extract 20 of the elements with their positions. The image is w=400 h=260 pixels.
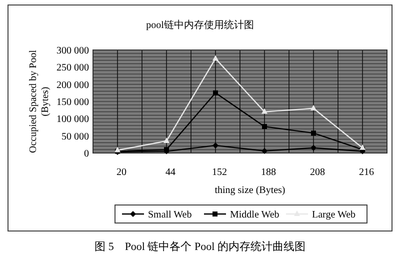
x-tick-label: 44 <box>166 167 176 178</box>
legend-label: Large Web <box>312 210 356 220</box>
x-tick-label: 208 <box>310 167 325 178</box>
caption: 图 5 Pool 链中各个 Pool 的内存统计曲线图 <box>94 240 306 253</box>
x-tick-label: 152 <box>212 167 227 178</box>
legend-label: Middle Web <box>230 210 280 220</box>
x-tick-label: 20 <box>116 167 126 178</box>
chart-title: pool链中内存使用统计图 <box>146 19 254 31</box>
y-tick-label: 50 000 <box>62 131 89 142</box>
x-tick-label: 188 <box>261 167 276 178</box>
y-tick-label: 100 000 <box>56 114 89 126</box>
y-tick-label: 200 000 <box>56 80 89 91</box>
x-axis-title: thing size (Bytes) <box>214 185 286 196</box>
y-tick-label: 0 <box>84 148 89 160</box>
y-tick-label: 150 000 <box>56 97 89 108</box>
x-tick-label: 216 <box>359 167 374 178</box>
y-tick-label: 300 000 <box>56 46 89 56</box>
y-axis-title: Occupied Spaced by Pool (Bytes) <box>28 50 51 154</box>
y-tick-label: 250 000 <box>56 62 89 74</box>
legend-label: Small Web <box>148 210 192 220</box>
